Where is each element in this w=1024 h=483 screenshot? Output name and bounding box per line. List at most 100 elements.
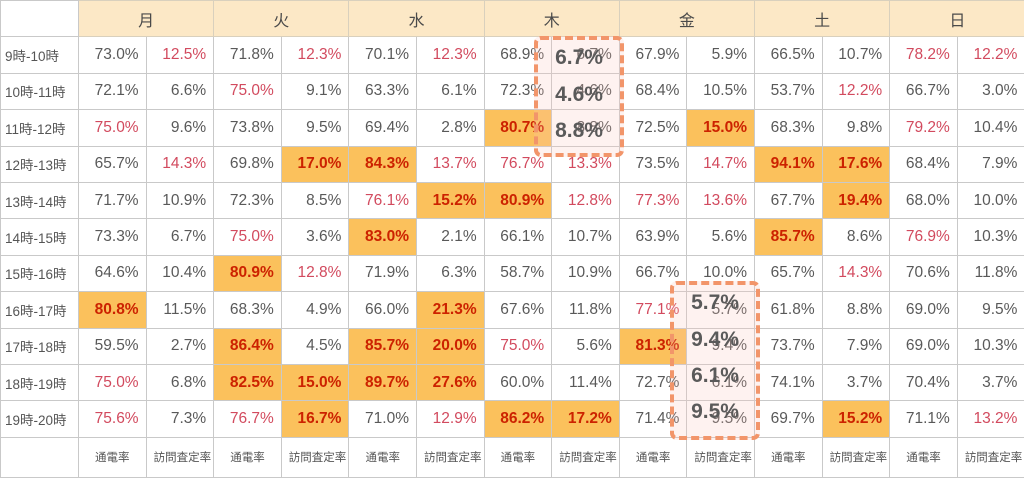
data-cell: 77.1% [618, 291, 688, 329]
data-cell: 10.9% [551, 254, 620, 293]
data-cell: 76.7% [213, 400, 282, 438]
data-cell: 9.5% [686, 400, 756, 438]
row-label-4: 13時-14時 [0, 181, 79, 220]
data-cell: 68.9% [483, 36, 553, 74]
data-cell: 67.6% [483, 291, 553, 329]
data-cell: 14.3% [821, 254, 891, 293]
data-cell: 9.1% [280, 72, 350, 111]
data-cell: 72.1% [78, 72, 147, 111]
data-cell: 13.3% [551, 145, 620, 183]
data-cell: 9.5% [956, 291, 1024, 329]
data-cell: 20.0% [416, 327, 485, 365]
data-cell: 11.5% [145, 291, 215, 329]
data-cell: 7.9% [956, 145, 1024, 183]
day-header-row: 月火水木金土日 [0, 0, 1024, 38]
data-cell: 10.0% [686, 254, 756, 293]
data-cell: 66.0% [348, 291, 417, 329]
footer-metric-label-1: 通電率 [78, 436, 147, 478]
data-cell: 78.2% [889, 36, 958, 74]
data-cell: 4.6% [551, 72, 620, 111]
table-row: 16時-17時 80.8% 11.5% 68.3% 4.9% 66.0% 21.3% 67.6… [0, 291, 1024, 329]
corner-cell [0, 0, 79, 38]
data-cell: 12.2% [821, 72, 891, 111]
data-cell: 75.0% [483, 327, 553, 365]
row-label-9: 18時-19時 [0, 363, 79, 402]
data-cell: 80.8% [78, 291, 147, 329]
data-cell: 68.3% [213, 291, 282, 329]
footer-metric-label-6: 訪問査定率 [416, 436, 485, 478]
data-cell: 75.6% [78, 400, 147, 438]
day-header-2: 水 [348, 0, 485, 38]
data-cell: 9.4% [686, 327, 756, 365]
data-cell: 94.1% [754, 145, 823, 183]
data-cell: 82.5% [213, 363, 282, 402]
data-cell: 65.7% [754, 254, 823, 293]
table-row: 12時-13時 65.7% 14.3% 69.8% 17.0% 84.3% 13.7% 76.… [0, 145, 1024, 183]
data-cell: 61.8% [754, 291, 823, 329]
data-cell: 14.7% [686, 145, 756, 183]
data-cell: 9.5% [280, 109, 350, 147]
data-cell: 75.0% [78, 363, 147, 402]
day-header-6: 日 [889, 0, 1024, 38]
data-cell: 69.7% [754, 400, 823, 438]
data-cell: 80.9% [213, 254, 282, 293]
data-cell: 13.7% [416, 145, 485, 183]
data-cell: 66.1% [483, 218, 553, 256]
data-cell: 12.5% [145, 36, 215, 74]
data-cell: 3.7% [821, 363, 891, 402]
footer-metric-label-9: 通電率 [618, 436, 688, 478]
data-cell: 74.1% [754, 363, 823, 402]
footer-metric-label-13: 通電率 [889, 436, 958, 478]
data-cell: 66.7% [889, 72, 958, 111]
table-row: 10時-11時 72.1% 6.6% 75.0% 9.1% 63.3% 6.1% 72.3% 4… [0, 72, 1024, 111]
data-cell: 81.3% [618, 327, 688, 365]
footer-metric-label-3: 通電率 [213, 436, 282, 478]
data-cell: 76.9% [889, 218, 958, 256]
data-cell: 80.7% [483, 109, 553, 147]
row-label-2: 11時-12時 [0, 109, 79, 147]
data-cell: 66.7% [618, 254, 688, 293]
data-cell: 10.3% [956, 218, 1024, 256]
data-cell: 4.5% [280, 327, 350, 365]
data-cell: 79.2% [889, 109, 958, 147]
data-cell: 6.6% [145, 72, 215, 111]
data-cell: 3.7% [956, 363, 1024, 402]
data-cell: 71.9% [348, 254, 417, 293]
data-cell: 19.4% [821, 181, 891, 220]
data-cell: 13.6% [686, 181, 756, 220]
data-cell: 9.6% [145, 109, 215, 147]
data-cell: 5.6% [686, 218, 756, 256]
data-cell: 76.1% [348, 181, 417, 220]
data-cell: 16.7% [280, 400, 350, 438]
data-cell: 71.4% [618, 400, 688, 438]
day-header-0: 月 [77, 0, 215, 38]
data-cell: 63.3% [348, 72, 417, 111]
data-cell: 3.6% [280, 218, 350, 256]
data-cell: 71.8% [213, 36, 282, 74]
data-cell: 71.1% [889, 400, 958, 438]
data-cell: 15.2% [821, 400, 891, 438]
data-cell: 10.7% [551, 218, 620, 256]
data-cell: 89.7% [348, 363, 417, 402]
data-cell: 17.2% [551, 400, 620, 438]
metric-footer-row: 通電率 訪問査定率 通電率 訪問査定率 通電率 訪問査定率 通電率 訪問査定率 通電率 訪問査定率… [0, 436, 1024, 478]
data-cell: 59.5% [78, 327, 147, 365]
data-cell: 10.9% [145, 181, 215, 220]
footer-corner-cell [0, 436, 79, 478]
data-cell: 80.9% [483, 181, 553, 220]
footer-metric-label-7: 通電率 [483, 436, 553, 478]
table-body: 9時-10時 73.0% 12.5% 71.8% 12.3% 70.1% 12.3% 68.9… [0, 36, 1024, 438]
data-cell: 10.7% [821, 36, 891, 74]
data-cell: 73.7% [754, 327, 823, 365]
data-cell: 3.0% [956, 72, 1024, 111]
data-cell: 12.8% [551, 181, 620, 220]
data-cell: 72.7% [618, 363, 688, 402]
table-row: 17時-18時 59.5% 2.7% 86.4% 4.5% 85.7% 20.0% 75.0%… [0, 327, 1024, 365]
data-cell: 86.4% [213, 327, 282, 365]
data-cell: 8.6% [821, 218, 891, 256]
data-cell: 72.3% [483, 72, 553, 111]
data-cell: 69.4% [348, 109, 417, 147]
data-cell: 68.4% [618, 72, 688, 111]
